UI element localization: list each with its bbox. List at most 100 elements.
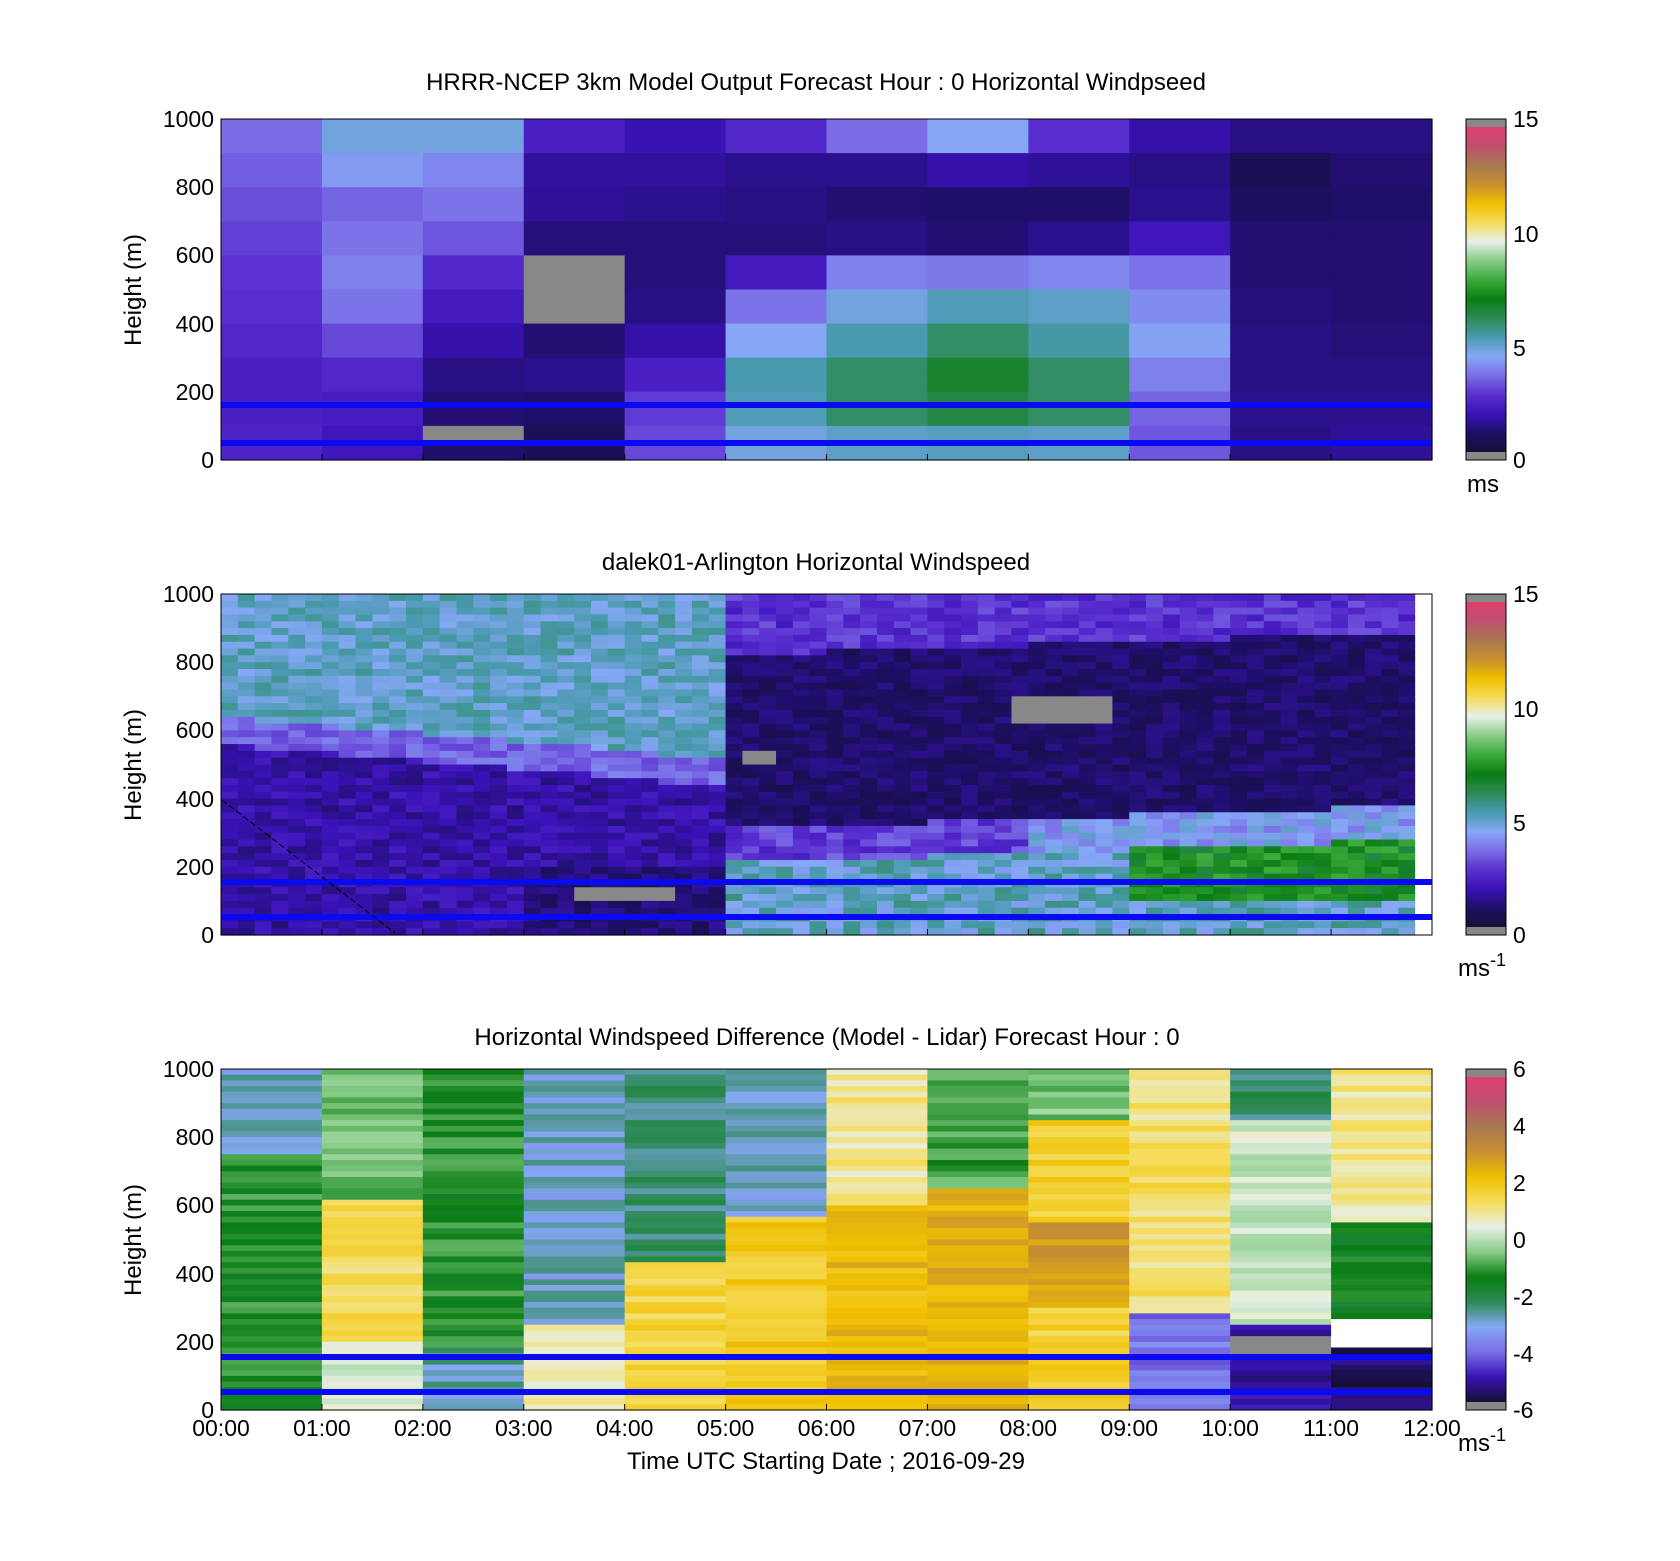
heatmap-cell — [977, 737, 996, 745]
heatmap-cell — [759, 853, 777, 861]
heatmap-cell — [1314, 839, 1332, 847]
heatmap-cell — [641, 866, 659, 875]
heatmap-cell — [725, 1171, 828, 1178]
heatmap-cell — [1347, 757, 1366, 766]
heatmap-cell — [389, 907, 407, 916]
heatmap-cell — [321, 805, 340, 813]
heatmap-cell — [422, 716, 441, 725]
heatmap-cell — [456, 778, 474, 786]
heatmap-cell — [1297, 696, 1315, 704]
heatmap-cell — [826, 1159, 929, 1167]
heatmap-cell — [1011, 873, 1029, 882]
heatmap-cell — [1028, 1176, 1130, 1184]
heatmap-cell — [540, 621, 558, 629]
heatmap-cell — [826, 1313, 929, 1320]
heatmap-cell — [809, 737, 828, 745]
heatmap-cell — [540, 689, 558, 697]
heatmap-cell — [1078, 764, 1097, 772]
heatmap-cell — [591, 716, 609, 725]
heatmap-cell — [506, 750, 525, 759]
heatmap-cell — [523, 1370, 626, 1377]
heatmap-cell — [456, 607, 474, 616]
heatmap-cell — [1230, 1074, 1332, 1081]
heatmap-cell — [321, 1319, 424, 1326]
heatmap-cell — [1028, 1404, 1130, 1411]
heatmap-cell — [1028, 634, 1046, 643]
heatmap-cell — [876, 805, 895, 813]
heatmap-cell — [826, 170, 929, 188]
heatmap-cell — [1045, 634, 1063, 643]
heatmap-cell — [944, 709, 962, 718]
heatmap-cell — [1398, 819, 1416, 827]
heatmap-cell — [624, 323, 727, 342]
heatmap-cell — [1280, 709, 1299, 718]
heatmap-cell — [321, 1330, 424, 1337]
heatmap-cell — [1263, 812, 1282, 820]
heatmap-cell — [826, 1290, 929, 1297]
heatmap-cell — [221, 873, 239, 882]
heatmap-cell — [1162, 709, 1181, 718]
heatmap-cell — [406, 669, 424, 677]
heatmap-cell — [624, 900, 643, 909]
heatmap-cell — [809, 703, 828, 711]
heatmap-cell — [927, 887, 945, 895]
heatmap-cell — [1297, 839, 1315, 847]
heatmap-cell — [994, 716, 1013, 725]
heatmap-cell — [321, 716, 340, 725]
heatmap-cell — [221, 1273, 323, 1280]
heatmap-cell — [422, 1392, 525, 1400]
heatmap-cell — [776, 723, 794, 731]
heatmap-cell — [843, 696, 861, 704]
heatmap-cell — [1179, 873, 1198, 882]
heatmap-cell — [910, 859, 929, 868]
heatmap-cell — [776, 607, 794, 616]
heatmap-cell — [1129, 1341, 1231, 1349]
heatmap-cell — [1061, 634, 1080, 643]
heatmap-cell — [321, 859, 340, 868]
heatmap-cell — [1028, 374, 1130, 393]
heatmap-cell — [1297, 921, 1315, 929]
heatmap-cell — [961, 737, 979, 745]
heatmap-cell — [1263, 805, 1282, 813]
heatmap-cell — [691, 696, 710, 704]
heatmap-cell — [1297, 682, 1315, 691]
heatmap-cell — [1129, 696, 1147, 704]
heatmap-cell — [961, 873, 979, 882]
heatmap-cell — [1129, 357, 1231, 376]
heatmap-cell — [1230, 1245, 1332, 1252]
heatmap-cell — [675, 689, 693, 697]
heatmap-cell — [1331, 1341, 1433, 1349]
heatmap-cell — [321, 866, 340, 875]
heatmap-cell — [1364, 928, 1383, 936]
heatmap-cell — [624, 1392, 727, 1400]
heatmap-cell — [708, 805, 727, 813]
heatmap-cell — [506, 641, 525, 650]
heatmap-cell — [1162, 819, 1181, 827]
heatmap-cell — [523, 1313, 626, 1320]
heatmap-cell — [557, 832, 575, 841]
heatmap-cell — [1129, 408, 1231, 427]
heatmap-cell — [910, 812, 929, 820]
heatmap-cell — [338, 628, 357, 636]
heatmap-cell — [776, 628, 794, 636]
heatmap-cell — [1078, 907, 1097, 916]
heatmap-cell — [893, 750, 912, 759]
heatmap-cell — [641, 873, 659, 882]
heatmap-cell — [1364, 703, 1383, 711]
heatmap-cell — [910, 819, 929, 827]
heatmap-cell — [759, 778, 777, 786]
heatmap-cell — [1398, 894, 1416, 902]
heatmap-cell — [759, 723, 777, 731]
heatmap-cell — [1028, 1262, 1130, 1269]
heatmap-cell — [389, 771, 407, 779]
heatmap-cell — [422, 703, 441, 711]
heatmap-cell — [1196, 648, 1214, 656]
heatmap-cell — [624, 1324, 727, 1332]
heatmap-cell — [893, 791, 912, 800]
y-tick-label: 0 — [201, 1397, 214, 1423]
heatmap-cell — [792, 825, 811, 834]
heatmap-cell — [422, 1154, 525, 1161]
heatmap-cell — [1146, 764, 1164, 772]
heatmap-cell — [809, 621, 828, 629]
heatmap-cell — [1213, 866, 1231, 875]
